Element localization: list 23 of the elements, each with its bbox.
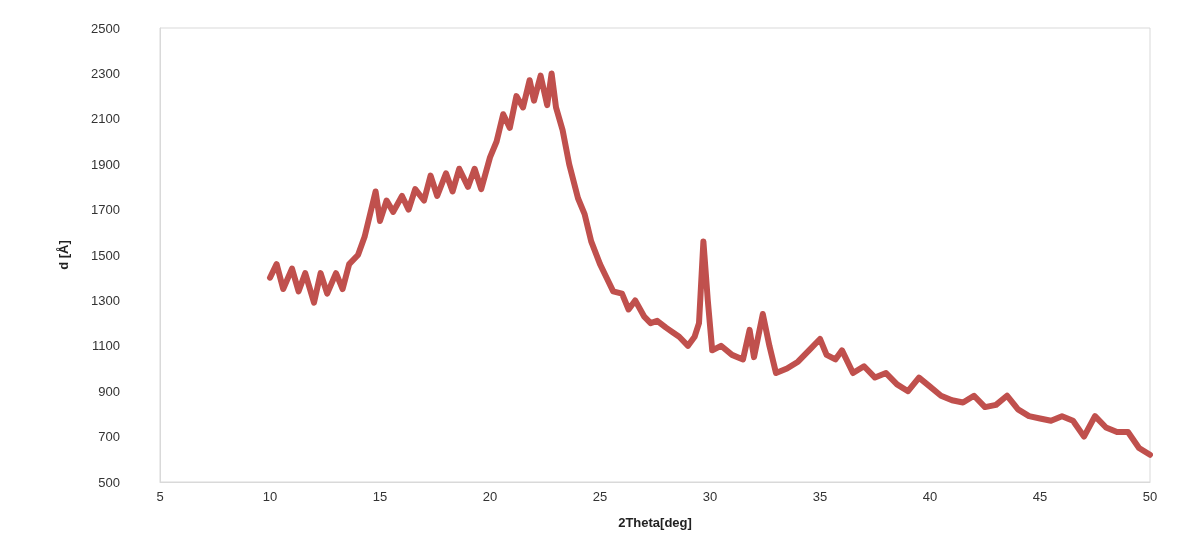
x-tick-label: 20: [482, 489, 498, 504]
y-tick-label: 700: [98, 429, 120, 445]
y-tick-label: 1100: [92, 338, 120, 354]
x-tick-label: 40: [922, 489, 938, 504]
x-tick-label: 5: [156, 489, 164, 504]
y-tick-label: 500: [98, 474, 120, 490]
x-axis-title: 2Theta[deg]: [618, 515, 692, 530]
x-tick-label: 25: [592, 489, 608, 504]
y-tick-label: 2500: [91, 20, 120, 36]
y-tick-label: 1900: [91, 156, 120, 172]
y-tick-label: 900: [98, 383, 120, 399]
y-tick-label: 1700: [91, 202, 120, 218]
x-tick-label: 45: [1032, 489, 1048, 504]
x-tick-label: 30: [702, 489, 718, 504]
x-tick-label: 15: [372, 489, 388, 504]
y-tick-label: 1300: [91, 292, 120, 308]
y-axis-title: d [Å]: [56, 240, 71, 270]
x-tick-label: 10: [262, 489, 278, 504]
y-tick-label: 2300: [91, 65, 120, 81]
x-tick-label: 35: [812, 489, 828, 504]
y-tick-label: 2100: [91, 111, 120, 127]
x-tick-label: 50: [1142, 489, 1158, 504]
y-tick-label: 1500: [91, 247, 120, 263]
